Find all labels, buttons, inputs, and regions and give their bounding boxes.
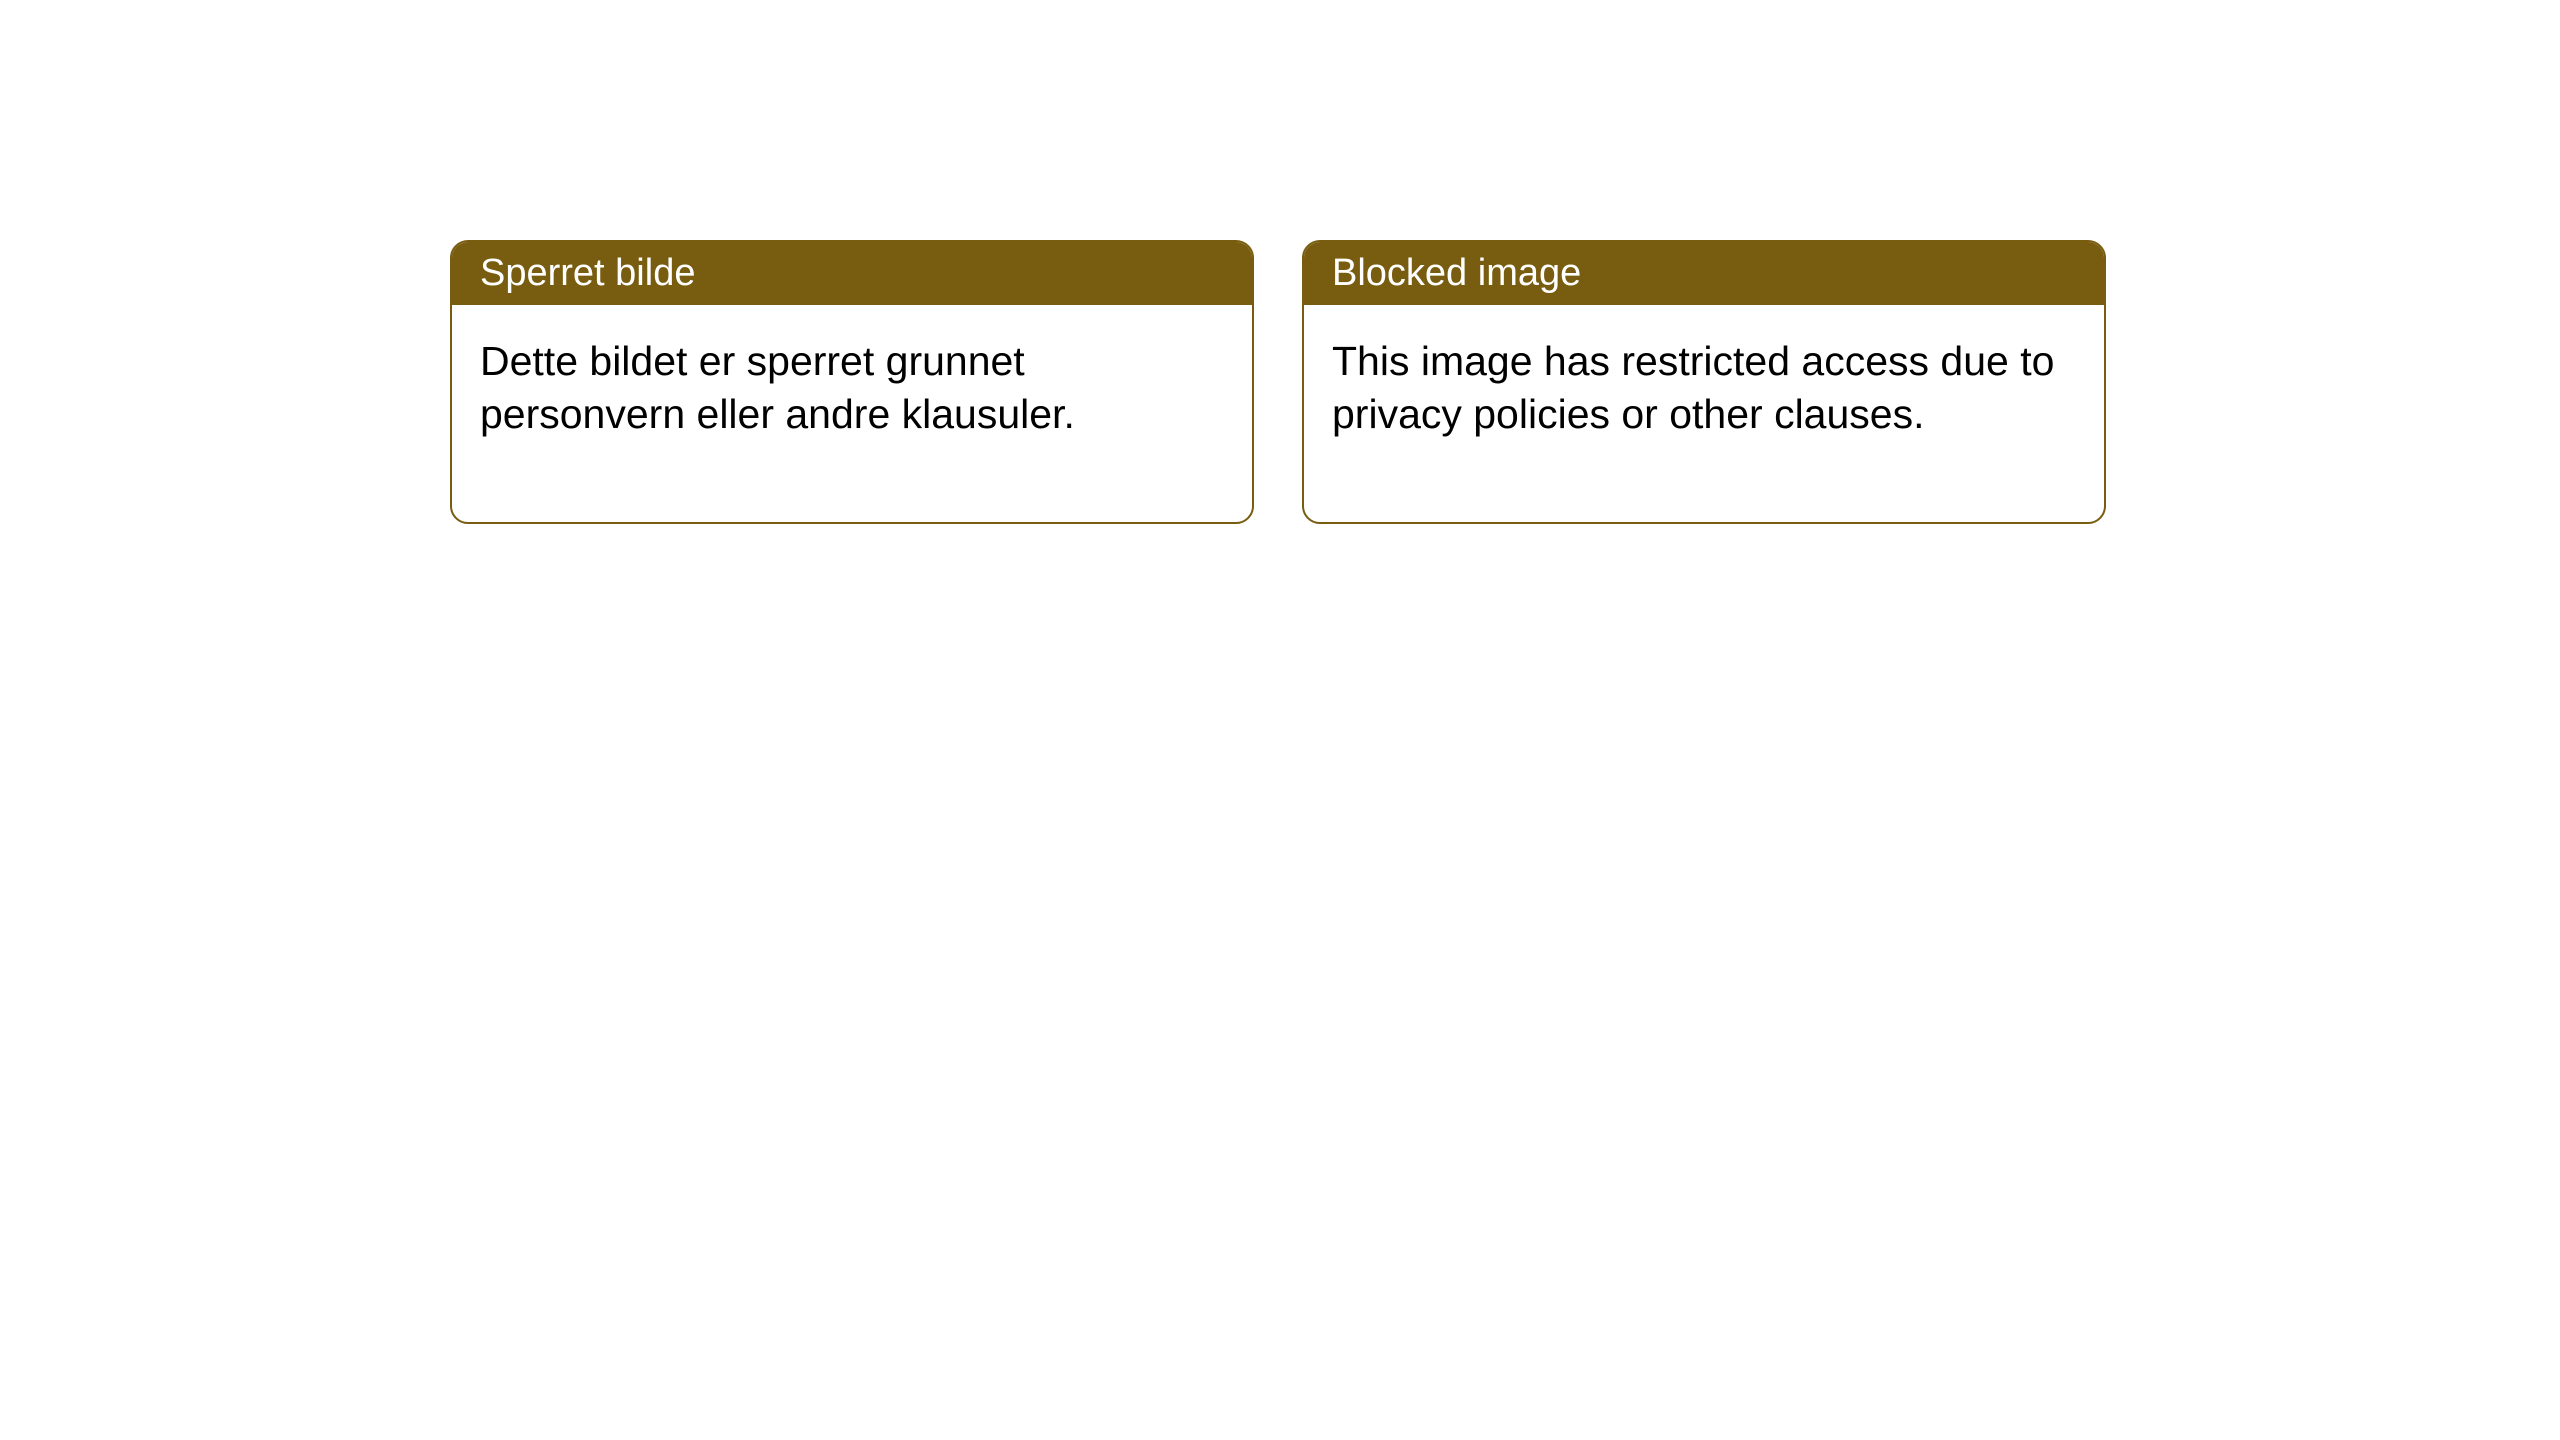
- notice-body: Dette bildet er sperret grunnet personve…: [452, 305, 1252, 522]
- notice-container: Sperret bilde Dette bildet er sperret gr…: [450, 240, 2106, 524]
- notice-title: Blocked image: [1332, 252, 1581, 294]
- notice-header: Blocked image: [1304, 242, 2104, 305]
- notice-text: Dette bildet er sperret grunnet personve…: [480, 338, 1075, 437]
- notice-body: This image has restricted access due to …: [1304, 305, 2104, 522]
- notice-card-norwegian: Sperret bilde Dette bildet er sperret gr…: [450, 240, 1254, 524]
- notice-header: Sperret bilde: [452, 242, 1252, 305]
- notice-card-english: Blocked image This image has restricted …: [1302, 240, 2106, 524]
- notice-text: This image has restricted access due to …: [1332, 338, 2054, 437]
- notice-title: Sperret bilde: [480, 252, 695, 294]
